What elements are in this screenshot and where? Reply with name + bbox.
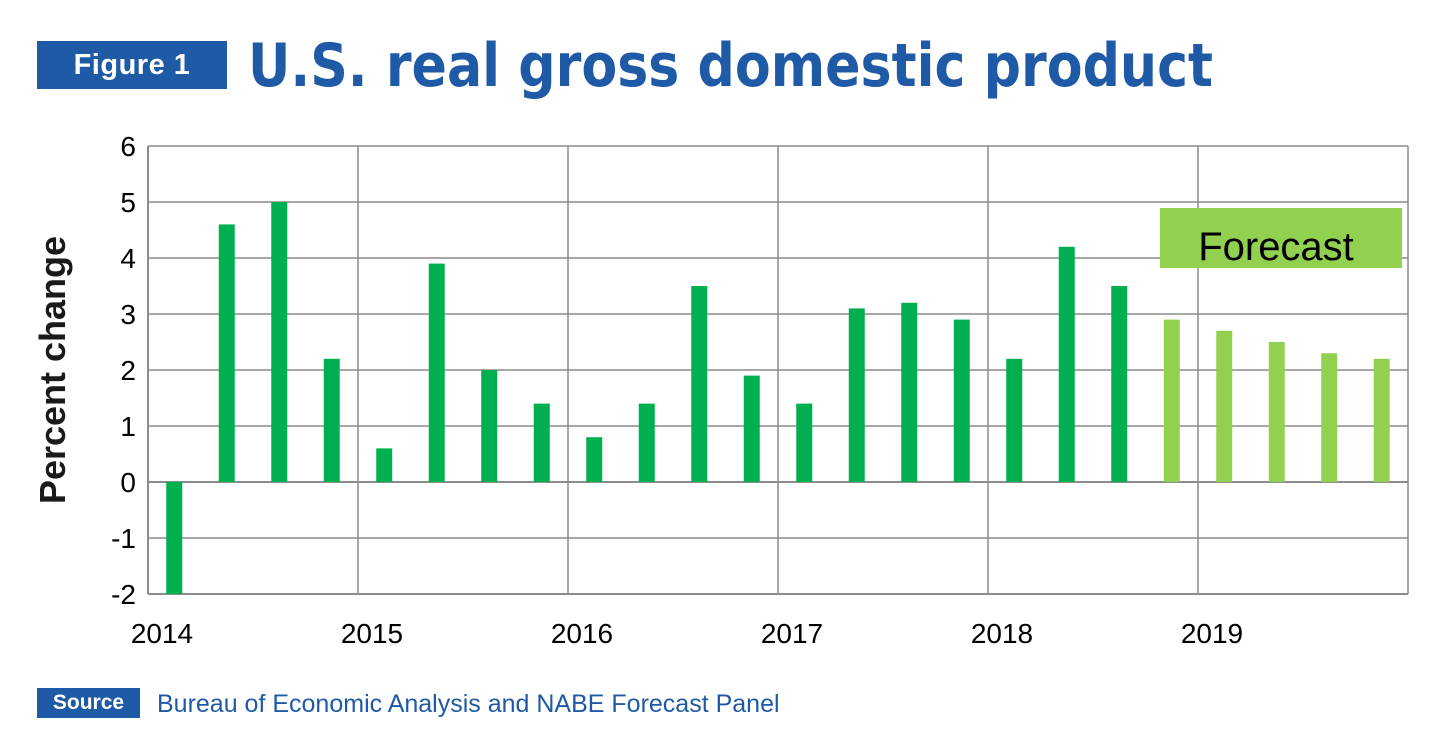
forecast-bar-2019Q3 [1321,353,1338,482]
x-year-label: 2014 [131,618,193,649]
actual-bar-2017Q1 [796,403,813,482]
actual-bar-2017Q2 [848,308,865,482]
y-tick-label: 5 [120,187,136,218]
actual-bar-2018Q2 [1058,246,1075,482]
source-label: Source [37,688,140,718]
y-tick-label: 2 [120,355,136,386]
forecast-box [1160,208,1402,268]
bar-chart: -2 -1 0 1 2 3 4 5 6 2014 2015 2016 2017 2018 2019 Forec… [32,131,1409,649]
y-tick-label: 4 [120,243,136,274]
forecast-label: Forecast [1198,225,1354,269]
actual-bar-2017Q3 [901,302,918,482]
actual-bar-2016Q3 [691,286,708,482]
y-tick-label: 3 [120,299,136,330]
actual-bar-2017Q4 [953,319,970,482]
actual-bar-2015Q2 [428,263,445,482]
x-year-label: 2015 [341,618,403,649]
actual-bar-2018Q3 [1111,286,1128,482]
source-text: Bureau of Economic Analysis and NABE For… [157,690,780,718]
actual-bar-2016Q1 [586,437,603,482]
y-tick-label: -2 [111,579,136,610]
actual-bar-2014Q1 [166,482,183,594]
y-axis-title: Percent change [32,236,73,504]
actual-bar-2014Q3 [271,202,288,482]
y-tick-label: 0 [120,467,136,498]
y-tick-label: -1 [111,523,136,554]
actual-bar-2018Q1 [1006,358,1023,482]
x-year-label: 2018 [971,618,1033,649]
forecast-bar-2018Q4 [1163,319,1180,482]
actual-bar-2015Q1 [376,448,393,482]
forecast-bar-2019Q1 [1216,330,1233,482]
y-tick-label: 6 [120,131,136,162]
actual-bar-2015Q4 [533,403,550,482]
actual-bar-2015Q3 [481,370,498,482]
x-year-label: 2016 [551,618,613,649]
actual-bar-2014Q2 [218,224,235,482]
y-tick-label: 1 [120,411,136,442]
actual-bar-2016Q2 [638,403,655,482]
forecast-bar-2019Q4 [1373,358,1390,482]
figure-label: Figure 1 [37,41,227,89]
forecast-bar-2019Q2 [1268,342,1285,482]
x-year-label: 2019 [1181,618,1243,649]
x-year-label: 2017 [761,618,823,649]
actual-bar-2016Q4 [743,375,760,482]
actual-bar-2014Q4 [323,358,340,482]
chart-title: U.S. real gross domestic product [248,31,1213,101]
